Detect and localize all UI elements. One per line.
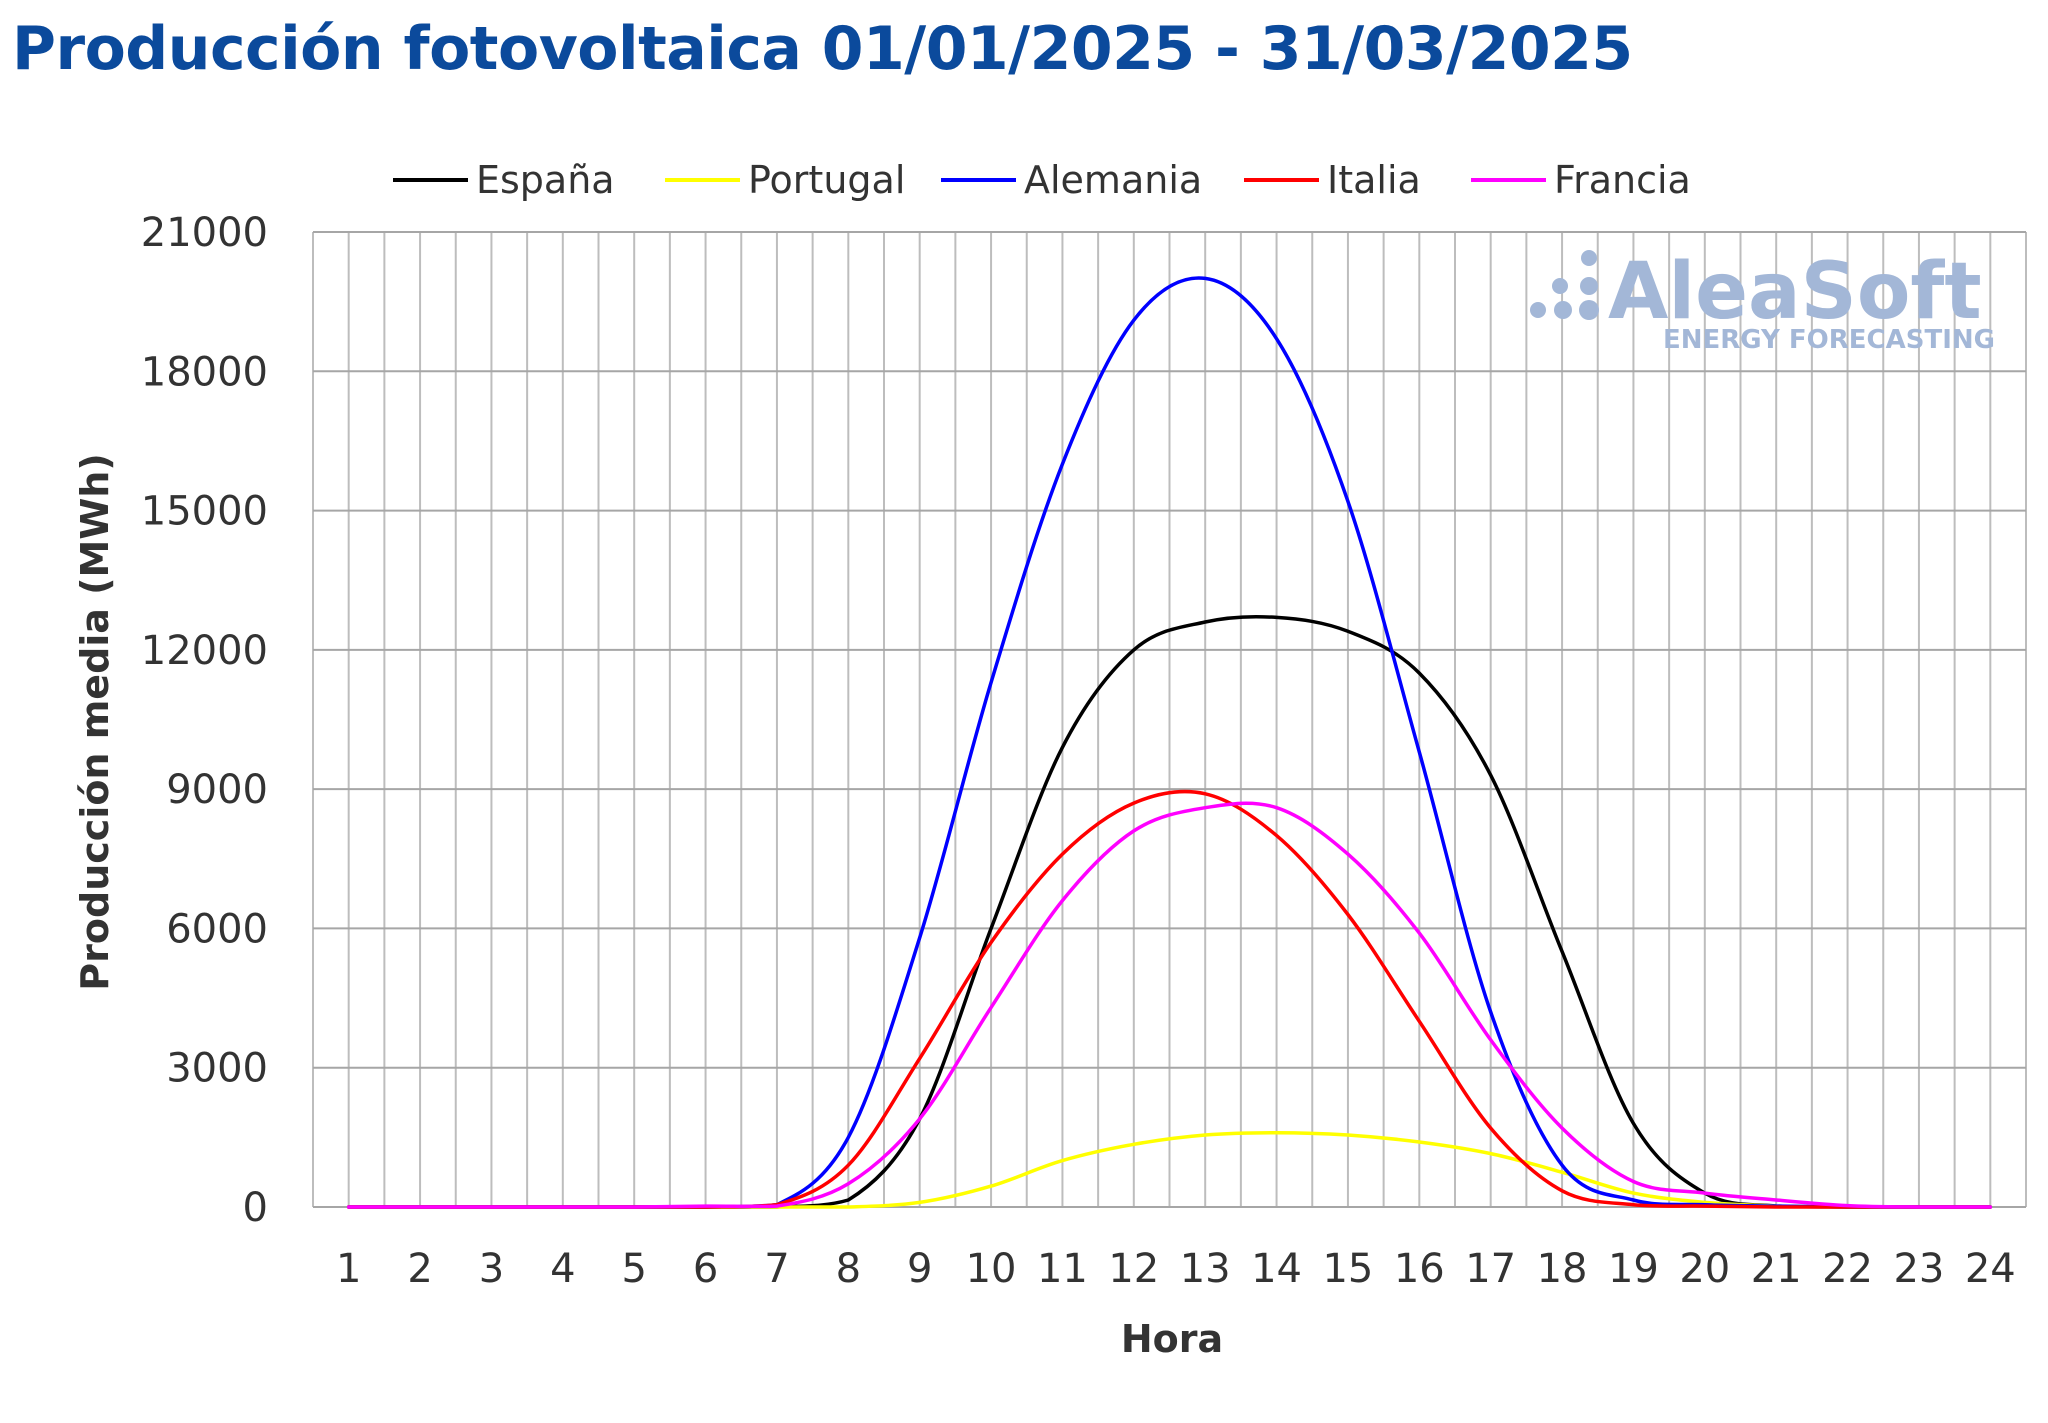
chart-title: Producción fotovoltaica 01/01/2025 - 31/… (12, 14, 1633, 84)
y-axis-title: Producción media (MWh) (73, 453, 117, 990)
x-tick-label: 12 (1108, 1246, 1159, 1292)
x-tick-label: 21 (1751, 1246, 1802, 1292)
legend-item-portugal: Portugal (665, 158, 905, 202)
x-tick-label: 2 (407, 1246, 432, 1292)
grid (312, 231, 2027, 1208)
x-tick-label: 13 (1180, 1246, 1231, 1292)
y-tick-label: 12000 (141, 628, 268, 674)
y-tick-label: 21000 (141, 210, 268, 256)
legend-label: España (476, 158, 615, 202)
x-axis-title: Hora (1121, 1317, 1223, 1361)
aleasoft-watermark: AleaSoft ENERGY FORECASTING (1530, 247, 1995, 355)
legend: España Portugal Alemania Italia Francia (393, 158, 1691, 202)
y-tick-label: 15000 (141, 489, 268, 535)
x-tick-label: 19 (1608, 1246, 1659, 1292)
x-tick-label: 18 (1537, 1246, 1588, 1292)
y-tick-label: 6000 (166, 906, 268, 952)
x-tick-label: 11 (1037, 1246, 1088, 1292)
y-axis-ticks: 0 3000 6000 9000 12000 15000 18000 21000 (141, 210, 268, 1231)
watermark-subtitle: ENERGY FORECASTING (1663, 325, 1995, 355)
series-lines (346, 276, 1993, 1209)
x-tick-label: 14 (1251, 1246, 1302, 1292)
watermark-brand: AleaSoft (1608, 247, 1982, 337)
legend-item-francia: Francia (1471, 158, 1691, 202)
x-tick-label: 20 (1679, 1246, 1730, 1292)
y-tick-label: 0 (243, 1185, 268, 1231)
y-tick-label: 18000 (141, 349, 268, 395)
x-tick-label: 24 (1965, 1246, 2016, 1292)
x-tick-label: 3 (479, 1246, 504, 1292)
x-tick-label: 16 (1394, 1246, 1445, 1292)
x-tick-label: 8 (836, 1246, 861, 1292)
x-tick-label: 9 (907, 1246, 932, 1292)
x-tick-label: 23 (1893, 1246, 1944, 1292)
x-tick-label: 10 (966, 1246, 1017, 1292)
legend-item-espana: España (393, 158, 615, 202)
legend-label: Alemania (1024, 158, 1202, 202)
x-axis-ticks: 1 2 3 4 5 6 7 8 9 10 11 12 13 14 15 16 17 18 19 20 21 22 23 24 (336, 1246, 2016, 1292)
x-tick-label: 1 (336, 1246, 361, 1292)
legend-item-italia: Italia (1244, 158, 1421, 202)
x-tick-label: 17 (1465, 1246, 1516, 1292)
x-tick-label: 7 (764, 1246, 789, 1292)
legend-label: Portugal (748, 158, 905, 202)
y-tick-label: 9000 (166, 767, 268, 813)
series-line-francia (346, 801, 1993, 1209)
aleasoft-logo-dots-icon (1530, 250, 1599, 320)
x-tick-label: 22 (1822, 1246, 1873, 1292)
x-tick-label: 6 (693, 1246, 718, 1292)
y-tick-label: 3000 (166, 1046, 268, 1092)
x-tick-label: 5 (621, 1246, 646, 1292)
legend-label: Italia (1327, 158, 1421, 202)
legend-item-alemania: Alemania (941, 158, 1202, 202)
x-tick-label: 4 (550, 1246, 575, 1292)
legend-label: Francia (1554, 158, 1691, 202)
x-tick-label: 15 (1322, 1246, 1373, 1292)
